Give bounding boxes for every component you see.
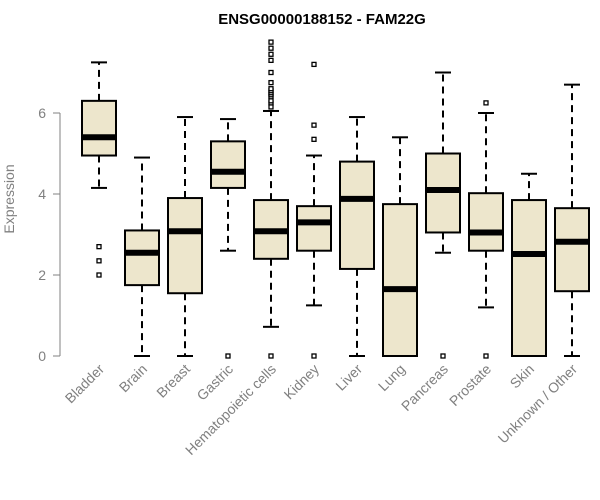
y-tick-label: 4 [38,186,46,202]
box-iqr [339,160,375,270]
outlier-point [96,258,102,264]
x-category-label: Skin [507,361,538,392]
box-hematopoietic-cells [253,39,289,359]
box-series [81,39,590,359]
outlier-point [268,69,274,76]
outlier-point [96,243,102,250]
outlier-point [483,100,489,106]
y-tick-label: 6 [38,105,46,121]
x-category-label: Bladder [62,361,108,407]
y-tick-label: 0 [38,348,46,364]
box-kidney [296,61,332,359]
box-iqr [382,203,418,357]
chart-title: ENSG00000188152 - FAM22G [218,11,426,28]
box-skin [511,172,547,357]
outlier-point [96,272,102,278]
outlier-point [440,353,446,359]
box-pancreas [425,71,461,359]
outlier-point [268,45,274,51]
outlier-point [225,353,231,359]
x-category-label: Gastric [193,361,236,404]
box-iqr [425,152,461,234]
outlier-point [268,79,274,86]
box-iqr [210,140,246,189]
x-category-label: Prostate [446,361,494,409]
outlier-point [311,122,317,128]
box-bladder [81,61,117,278]
y-axis-title: Expression [1,164,17,233]
x-category-label: Pancreas [398,361,451,414]
outlier-point [268,39,274,45]
y-axis-ticks: 0 2 4 6 [38,105,60,364]
outlier-point [268,353,274,359]
x-category-label: Brain [116,361,150,395]
y-tick-label: 2 [38,267,46,283]
outlier-point [268,104,274,110]
x-category-label: Kidney [281,361,323,403]
box-brain [124,156,160,357]
box-iqr [124,229,160,287]
box-iqr [511,199,547,357]
box-unknown-other [554,83,590,357]
box-iqr [468,192,504,252]
box-iqr [81,99,117,157]
x-category-label: Lung [375,361,408,394]
x-category-label: Breast [153,361,193,401]
box-breast [167,116,203,357]
outlier-point [311,136,317,142]
outlier-point [483,353,489,359]
outlier-point [268,57,274,63]
x-category-label: Liver [332,361,365,394]
x-category-label: Unknown / Other [495,361,581,447]
box-iqr [296,205,332,252]
box-prostate [468,100,504,359]
box-iqr [554,207,590,293]
box-liver [339,116,375,357]
outlier-point [268,86,274,92]
box-gastric [210,118,246,359]
outlier-point [311,353,317,359]
box-iqr [167,197,203,295]
box-lung [382,136,418,357]
outlier-point [268,51,274,57]
outlier-point [311,61,317,68]
